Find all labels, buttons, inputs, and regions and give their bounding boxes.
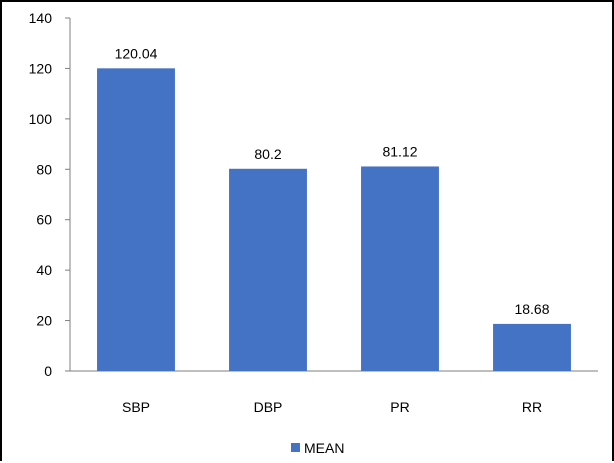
category-label-rr: RR (522, 399, 542, 415)
y-tick-label: 120 (29, 60, 53, 76)
bar-dbp (229, 168, 307, 371)
y-axis-ticks: 0 20 40 60 80 100 120 140 (29, 10, 70, 379)
category-labels-group: SBP DBP PR RR (122, 399, 542, 415)
category-label-dbp: DBP (254, 399, 283, 415)
bars-group (97, 68, 571, 372)
bar-rr (493, 323, 571, 371)
category-label-pr: PR (390, 399, 409, 415)
y-tick-label: 0 (44, 363, 52, 379)
legend-swatch-mean (291, 443, 300, 452)
data-label-sbp: 120.04 (115, 45, 158, 61)
y-tick-label: 60 (36, 212, 52, 228)
bar-pr (361, 166, 439, 371)
y-tick-label: 140 (29, 10, 53, 26)
y-tick-label: 20 (36, 313, 52, 329)
bar-sbp (97, 68, 175, 372)
legend-label-mean: MEAN (304, 440, 344, 456)
data-labels-group: 120.04 80.2 81.12 18.68 (115, 45, 550, 317)
legend: MEAN (291, 440, 344, 456)
data-label-rr: 18.68 (514, 301, 549, 317)
y-tick-label: 80 (36, 161, 52, 177)
category-label-sbp: SBP (122, 399, 150, 415)
data-label-pr: 81.12 (382, 143, 417, 159)
data-label-dbp: 80.2 (254, 146, 281, 162)
y-tick-label: 40 (36, 262, 52, 278)
y-tick-label: 100 (29, 111, 53, 127)
